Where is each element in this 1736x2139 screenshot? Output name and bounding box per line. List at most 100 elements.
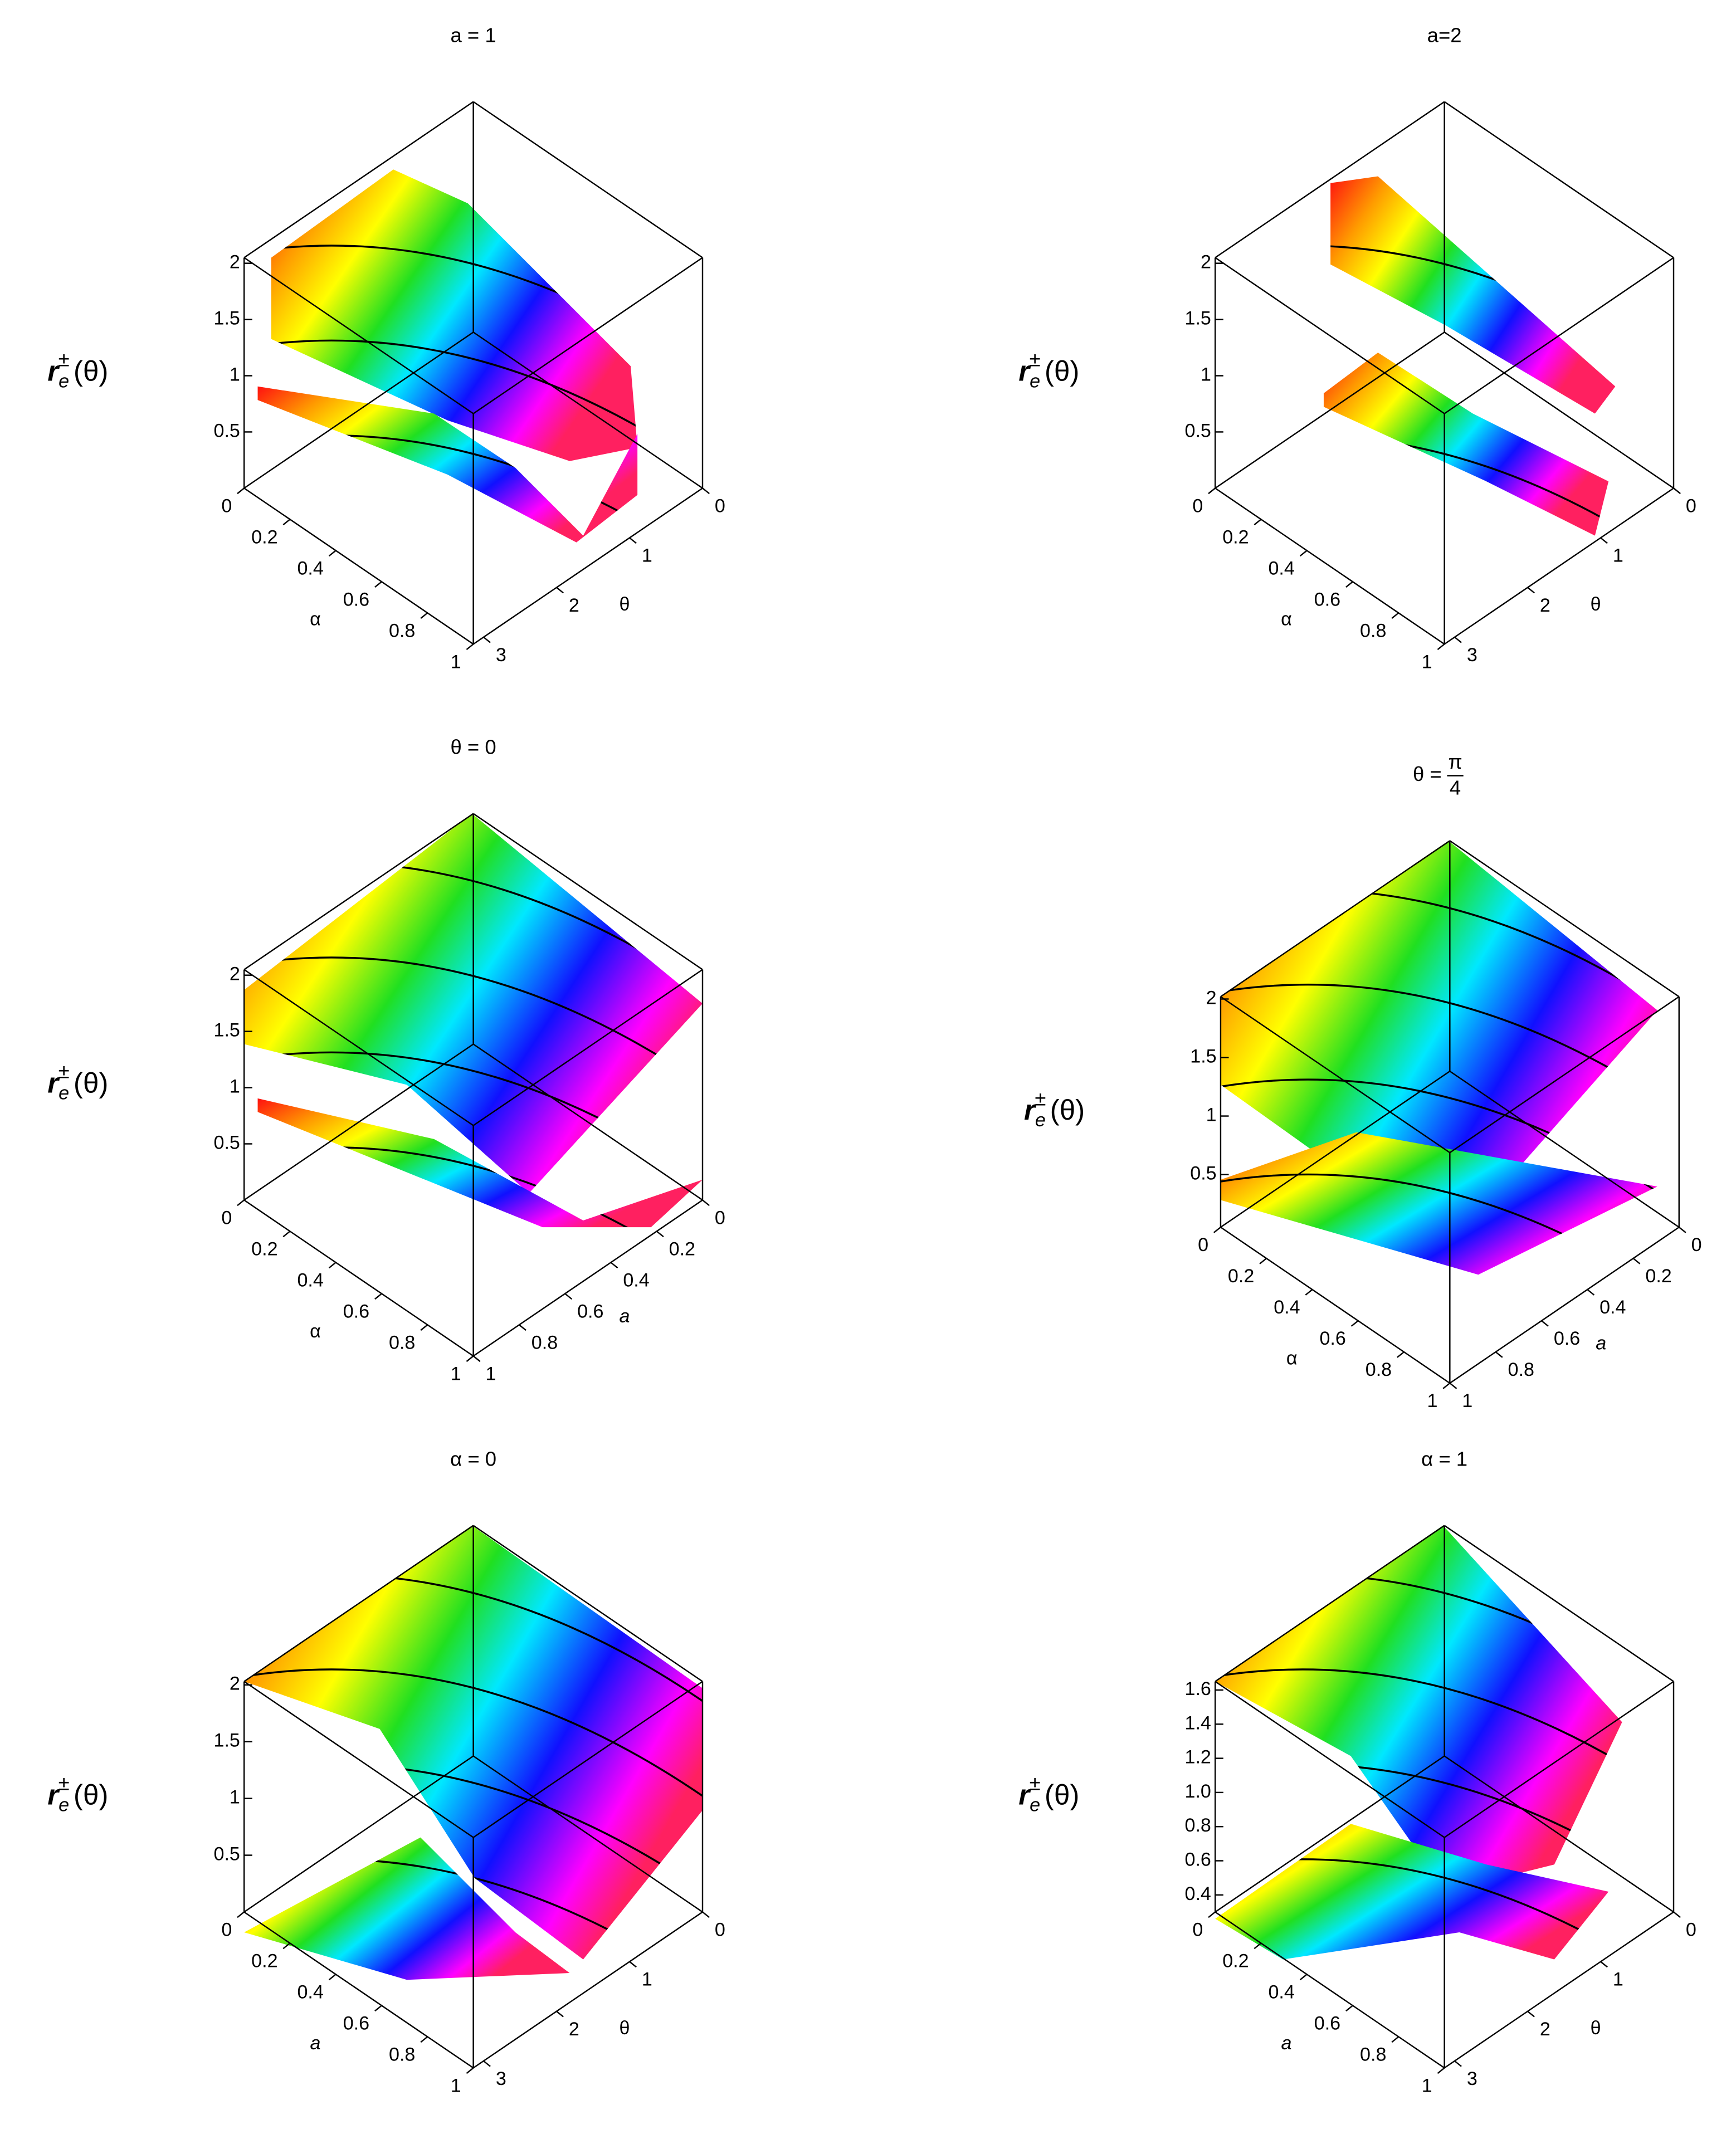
box-edge: [1444, 1911, 1674, 2069]
z-label-arg: (θ): [74, 355, 108, 387]
y-tick: [1454, 636, 1462, 643]
x-tick-label: 0.6: [1314, 589, 1340, 610]
x-tick: [1213, 1227, 1221, 1233]
x-tick-label: 0.6: [343, 2013, 369, 2034]
x-axis-label: a: [1281, 2033, 1292, 2054]
x-axis-label: α: [1281, 609, 1292, 630]
z-label-sup: ±: [58, 348, 70, 370]
x-tick-label: 0.2: [1222, 526, 1249, 548]
chart-title: a = 1: [450, 23, 496, 46]
x-tick-label: 1: [1422, 651, 1432, 672]
z-axis-label: re± (θ): [1018, 1771, 1079, 1815]
surface: [271, 169, 638, 461]
contour-line: [271, 245, 638, 394]
y-tick: [1495, 1351, 1503, 1358]
box-edge: [472, 1755, 703, 1913]
x-tick-label: 1: [451, 2075, 461, 2097]
z-tick-label: 1.4: [1185, 1712, 1211, 1733]
y-axis-label: a: [620, 1306, 630, 1327]
box-edge: [243, 1681, 474, 1838]
y-tick-label: 0.2: [669, 1239, 695, 1260]
z-tick-label: 1.5: [214, 1730, 240, 1751]
x-tick: [420, 612, 428, 619]
y-tick-label: 1: [642, 1969, 652, 1990]
box-edge: [1444, 257, 1674, 414]
box-edge: [472, 101, 703, 258]
box-edge: [1215, 1525, 1445, 1682]
chart-title: α = 1: [1421, 1447, 1467, 1470]
x-tick-label: 0.2: [251, 526, 277, 548]
z-tick-label: 2: [1206, 987, 1217, 1008]
y-tick-label: 1: [486, 1363, 496, 1384]
y-axis-label: a: [1596, 1333, 1606, 1354]
box-edge: [1444, 487, 1674, 645]
x-tick: [328, 550, 337, 557]
z-tick-label: 1: [230, 364, 240, 385]
z-axis-label: re± (θ): [1024, 1087, 1085, 1131]
z-label-base: r: [1018, 355, 1031, 387]
x-tick-label: 0.2: [1228, 1266, 1254, 1287]
y-tick-label: 0.4: [623, 1269, 649, 1291]
x-tick: [328, 1974, 337, 1981]
z-label-arg: (θ): [1045, 1779, 1079, 1810]
y-tick: [1600, 1961, 1608, 1968]
y-tick: [610, 1262, 618, 1269]
contour-line: [271, 339, 638, 461]
z-label-sup: ±: [58, 1771, 70, 1794]
z-tick-label: 1.5: [214, 308, 240, 329]
chart-title: θ =: [1413, 763, 1442, 785]
box-edge: [472, 813, 703, 970]
box-edge: [243, 1911, 474, 2069]
x-tick: [374, 2005, 382, 2012]
x-tick: [328, 1262, 337, 1269]
surface: [257, 386, 638, 543]
x-tick: [466, 2067, 474, 2074]
box-edge: [472, 1911, 703, 2069]
z-label-base: r: [47, 1779, 60, 1810]
y-tick-label: 3: [1467, 644, 1477, 666]
box-edge: [1220, 1227, 1451, 1384]
x-tick-label: 0.4: [1268, 1982, 1294, 2003]
z-tick-label: 0.6: [1185, 1849, 1211, 1871]
x-tick-label: 0.8: [389, 1332, 415, 1353]
y-tick: [629, 1961, 637, 1968]
y-tick-label: 0.4: [1600, 1297, 1626, 1318]
y-tick-label: 0.2: [1645, 1266, 1671, 1287]
y-tick: [472, 1355, 481, 1362]
y-axis-label: θ: [620, 2018, 630, 2039]
z-tick-label: 1: [1201, 364, 1211, 385]
contour-line: [1215, 1668, 1622, 1818]
x-tick: [237, 1199, 245, 1207]
y-tick-label: 2: [569, 595, 579, 616]
box-edge: [1215, 487, 1445, 645]
surface: [1330, 176, 1616, 414]
z-label-base: r: [1024, 1094, 1037, 1126]
z-label-sub: e: [58, 1795, 69, 1816]
box-edge: [1220, 840, 1451, 998]
x-tick-label: 0.8: [1360, 2044, 1386, 2065]
z-tick-label: 2: [230, 252, 240, 273]
box-edge: [1215, 331, 1445, 489]
chart-title: θ = 0: [450, 735, 496, 758]
z-tick-label: 0.5: [1190, 1163, 1216, 1184]
contour-line: [1323, 434, 1609, 536]
y-tick-label: 3: [496, 2068, 506, 2089]
x-tick-label: 0: [1192, 495, 1203, 516]
x-tick: [1299, 1974, 1308, 1981]
y-axis-label: θ: [1591, 2018, 1601, 2039]
z-label-sub: e: [58, 371, 69, 392]
y-tick: [1449, 1383, 1457, 1389]
surface: [244, 1837, 570, 1980]
x-tick: [282, 1942, 291, 1950]
box-edge: [472, 1681, 703, 1838]
x-tick-label: 1: [451, 1363, 461, 1384]
z-tick-label: 2: [1201, 252, 1211, 273]
y-tick-label: 3: [496, 644, 506, 666]
box-edge: [243, 331, 474, 489]
y-axis-label: θ: [620, 594, 630, 615]
x-tick: [1259, 1258, 1267, 1264]
box-edge: [243, 813, 474, 970]
z-tick-label: 0.5: [1185, 420, 1211, 441]
